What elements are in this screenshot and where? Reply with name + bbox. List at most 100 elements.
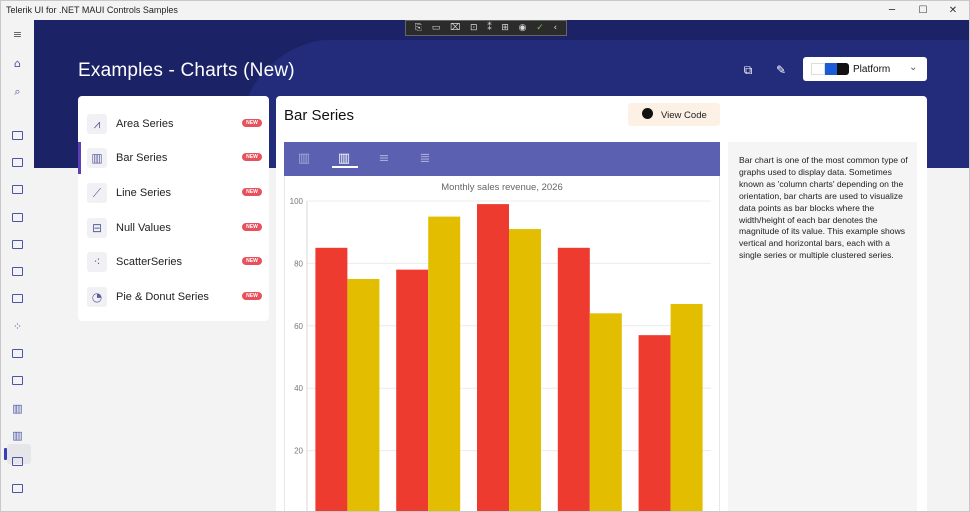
bar-chart-clustered-icon[interactable]: ▥ bbox=[337, 151, 351, 166]
bar-series-icon: ▥ bbox=[87, 148, 107, 168]
nav-item-label: Bar Series bbox=[116, 152, 168, 164]
examples-nav-panel: ⩘ Area Series NEW ▥ Bar Series NEW ⟋ Lin… bbox=[78, 96, 269, 321]
chart-title: Monthly sales revenue, 2026 bbox=[441, 182, 562, 193]
theme-swatch-dark bbox=[837, 63, 849, 75]
area-series-icon: ⩘ bbox=[87, 114, 107, 134]
y-tick-label: 80 bbox=[294, 259, 303, 268]
new-badge: NEW bbox=[242, 257, 262, 265]
datagrid-icon[interactable] bbox=[12, 376, 23, 385]
bar bbox=[396, 269, 429, 511]
chat-icon[interactable] bbox=[12, 213, 23, 222]
live-preview-icon[interactable]: ▭ bbox=[431, 23, 441, 33]
close-button[interactable]: ✕ bbox=[948, 5, 958, 16]
button-icon[interactable] bbox=[12, 267, 23, 276]
xaml-debug-toolbar: ⎘ ▭ ⌧ ⊡ ⁑ ⊞ ◉ ✓ ‹ bbox=[405, 20, 567, 36]
bar-chart-single-icon[interactable]: ▥ bbox=[297, 151, 311, 166]
null-values-icon: ⊟ bbox=[87, 218, 107, 238]
select-element-icon[interactable]: ⎘ bbox=[414, 23, 423, 33]
chart-type-toolbar: ▥ ▥ ≡ ≣ bbox=[284, 142, 720, 176]
right-gutter bbox=[927, 168, 969, 511]
example-title: Bar Series bbox=[284, 107, 355, 124]
window-title: Telerik UI for .NET MAUI Controls Sample… bbox=[6, 5, 178, 15]
binding-icon[interactable]: ⁑ bbox=[487, 23, 492, 33]
nav-item-area-series[interactable]: ⩘ Area Series NEW bbox=[78, 108, 269, 140]
new-badge: NEW bbox=[242, 188, 262, 196]
bar-chart: Monthly sales revenue, 2026 20 40 60 80 100 bbox=[290, 182, 711, 511]
nav-item-bar-series[interactable]: ▥ Bar Series NEW bbox=[78, 142, 269, 174]
busy-indicator-icon[interactable]: ⁘ bbox=[12, 320, 23, 333]
bar bbox=[347, 279, 380, 511]
maximize-button[interactable]: ☐ bbox=[918, 5, 928, 16]
new-badge: NEW bbox=[242, 153, 262, 161]
chevron-down-icon: ⌄ bbox=[909, 62, 918, 73]
new-badge: NEW bbox=[242, 223, 262, 231]
bar bbox=[509, 229, 541, 511]
new-badge: NEW bbox=[242, 119, 262, 127]
bar bbox=[428, 216, 461, 511]
y-tick-label: 40 bbox=[294, 384, 303, 393]
checkbox-icon[interactable] bbox=[12, 484, 23, 493]
nav-item-label: Pie & Donut Series bbox=[116, 291, 209, 303]
status-check-icon[interactable]: ✓ bbox=[536, 23, 544, 33]
selected-chart-type-indicator bbox=[332, 166, 358, 168]
edit-icon[interactable]: ✎ bbox=[775, 63, 787, 77]
bar bbox=[557, 247, 590, 511]
nav-item-null-values[interactable]: ⊟ Null Values NEW bbox=[78, 212, 269, 244]
nav-item-scatter-series[interactable]: ⁖ ScatterSeries NEW bbox=[78, 246, 269, 278]
nav-item-label: Null Values bbox=[116, 222, 171, 234]
track-focus-icon[interactable]: ⊡ bbox=[470, 23, 478, 33]
new-badge: NEW bbox=[242, 292, 262, 300]
nav-item-line-series[interactable]: ⟋ Line Series NEW bbox=[78, 177, 269, 209]
bar bbox=[638, 335, 671, 511]
pie-series-icon: ◔ bbox=[87, 287, 107, 307]
view-code-label: View Code bbox=[661, 110, 707, 121]
sidebar-active-highlight bbox=[7, 444, 31, 464]
platform-label: Platform bbox=[853, 64, 891, 75]
description-panel bbox=[728, 142, 917, 511]
nav-item-pie-donut-series[interactable]: ◔ Pie & Donut Series NEW bbox=[78, 281, 269, 313]
image-icon[interactable] bbox=[12, 185, 23, 194]
bar bbox=[670, 303, 703, 511]
y-tick-label: 100 bbox=[290, 197, 304, 206]
nav-item-label: Line Series bbox=[116, 187, 172, 199]
chart-icon[interactable]: ▥ bbox=[12, 402, 23, 415]
example-description: Bar chart is one of the most common type… bbox=[739, 155, 908, 261]
sidebar-active-indicator bbox=[4, 448, 7, 460]
y-tick-label: 60 bbox=[294, 322, 303, 331]
collapse-toolbar-icon[interactable]: ‹ bbox=[553, 23, 558, 33]
theme-swatch-blue bbox=[825, 63, 837, 75]
theme-swatch-light bbox=[811, 63, 825, 75]
barcode-icon[interactable] bbox=[12, 131, 23, 140]
search-icon[interactable]: ⌕ bbox=[14, 85, 21, 98]
hot-reload-icon[interactable]: ⊞ bbox=[501, 23, 509, 33]
entry-icon[interactable] bbox=[12, 349, 23, 358]
copy-icon[interactable]: ⧉ bbox=[743, 63, 753, 77]
border-icon[interactable] bbox=[12, 294, 23, 303]
platform-selector[interactable]: Platform ⌄ bbox=[803, 57, 927, 81]
home-icon[interactable]: ⌂ bbox=[14, 57, 21, 70]
horizontal-bar-single-icon[interactable]: ≡ bbox=[378, 151, 390, 166]
bar bbox=[477, 204, 509, 511]
accessibility-icon[interactable]: ◉ bbox=[518, 23, 527, 33]
github-icon bbox=[642, 108, 653, 119]
y-tick-label: 20 bbox=[294, 447, 303, 456]
combobox-icon[interactable] bbox=[12, 457, 23, 466]
title-bar: Telerik UI for .NET MAUI Controls Sample… bbox=[1, 1, 969, 20]
active-indicator bbox=[78, 142, 81, 174]
page-title: Examples - Charts (New) bbox=[78, 60, 295, 81]
calendar-icon[interactable] bbox=[12, 158, 23, 167]
view-code-button[interactable]: View Code bbox=[628, 103, 720, 126]
bar bbox=[315, 247, 348, 511]
nav-item-label: Area Series bbox=[116, 118, 174, 130]
scatter-series-icon: ⁖ bbox=[87, 252, 107, 272]
menu-icon[interactable]: ≡ bbox=[12, 28, 23, 41]
display-layout-icon[interactable]: ⌧ bbox=[449, 23, 461, 33]
bar bbox=[589, 313, 622, 511]
minimize-button[interactable]: ─ bbox=[888, 5, 896, 16]
grid-icon[interactable] bbox=[12, 240, 23, 249]
horizontal-bar-clustered-icon[interactable]: ≣ bbox=[419, 151, 431, 166]
app-sidebar: ≡ ⌂ ⌕ ⁘ ▥ ▥ bbox=[1, 20, 34, 511]
line-series-icon: ⟋ bbox=[87, 183, 107, 203]
chart-icon-active[interactable]: ▥ bbox=[12, 429, 23, 442]
